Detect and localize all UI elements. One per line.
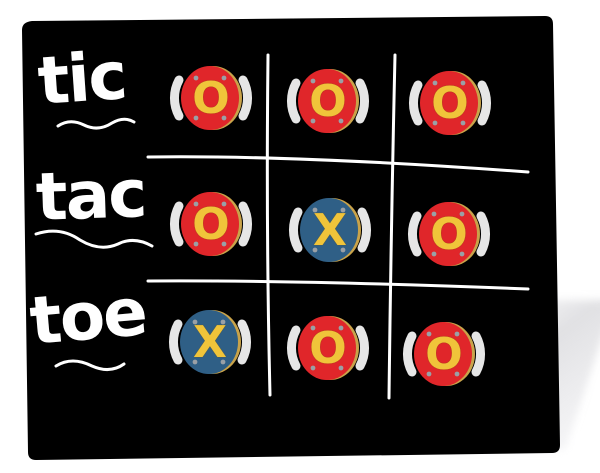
squiggle-underline-tic [56, 117, 136, 130]
spinner-cell-r2-c1[interactable]: O [163, 176, 259, 272]
spinner-disc-graphic [286, 69, 370, 133]
spinner-cell-r3-c1[interactable]: X [162, 294, 258, 390]
squiggle-underline-toe [54, 359, 126, 371]
spinner-disc-graphic [288, 198, 372, 262]
spinner-disc-graphic [402, 322, 486, 386]
title-word-tic: tic [35, 37, 128, 120]
spinner-cell-r1-c3[interactable]: O [402, 55, 498, 151]
spinner-disc-graphic [407, 202, 491, 266]
spinner-cell-r3-c3[interactable]: O [396, 306, 492, 402]
spinner-cell-r2-c2[interactable]: X [282, 182, 378, 278]
title-word-toe: toe [26, 273, 149, 360]
title-word-tac: tac [34, 155, 147, 236]
spinner-disc-graphic [286, 316, 370, 380]
spinner-cell-r1-c2[interactable]: O [280, 53, 376, 149]
spinner-disc-graphic [168, 310, 252, 374]
spinner-disc-graphic [169, 66, 253, 130]
spinner-cell-r3-c2[interactable]: O [280, 300, 376, 396]
spinner-disc-graphic [408, 71, 492, 135]
spinner-disc-graphic [169, 192, 253, 256]
grid-line-horizontal-top [146, 155, 530, 174]
grid-line-horizontal-bottom [146, 279, 530, 291]
squiggle-underline-tac [34, 229, 154, 249]
grid-line-vertical-right [387, 53, 397, 400]
spinner-cell-r1-c1[interactable]: O [163, 50, 259, 146]
spinner-cell-r2-c3[interactable]: O [401, 186, 497, 282]
grid-line-vertical-left [265, 53, 272, 397]
